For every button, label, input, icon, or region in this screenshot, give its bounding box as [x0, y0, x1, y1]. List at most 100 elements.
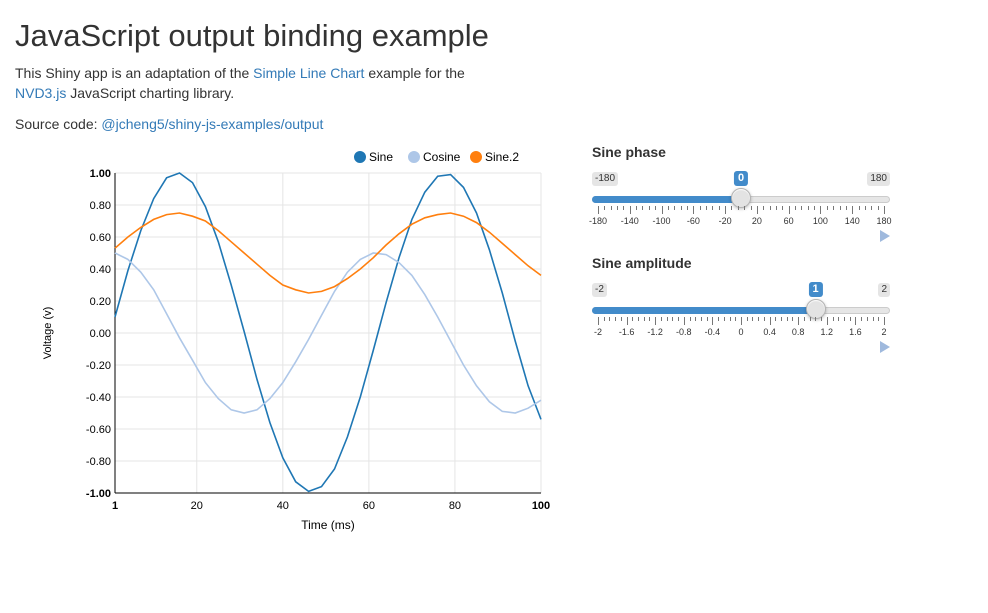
series-line-sine-2: [114, 212, 542, 294]
slider-minor-tick: [718, 317, 720, 321]
slider-major-tick: [820, 206, 822, 214]
slider-fill: [592, 196, 741, 203]
slider-minor-tick: [723, 317, 725, 321]
slider-tick-label: 0.8: [791, 327, 805, 337]
slider-minor-tick: [678, 317, 680, 321]
slider-tick-label: 100: [812, 216, 828, 226]
slider-tick-label: 60: [783, 216, 794, 226]
slider-minor-tick: [826, 206, 828, 210]
slider-major-tick: [852, 206, 854, 214]
slider-handle[interactable]: [731, 188, 751, 208]
slider-minor-tick: [786, 317, 788, 321]
x-tick-label: 60: [363, 500, 375, 512]
slider-major-tick: [683, 317, 685, 325]
slider-minor-tick: [729, 317, 731, 321]
slider-minor-tick: [871, 206, 873, 210]
slider-minor-tick: [620, 317, 622, 321]
slider-minor-tick: [610, 206, 612, 210]
slider-handle[interactable]: [805, 299, 826, 319]
play-icon[interactable]: [880, 230, 890, 242]
slider-minor-tick: [615, 317, 617, 321]
simple-line-chart-link[interactable]: Simple Line Chart: [253, 65, 365, 81]
slider-minor-tick: [763, 206, 765, 210]
slider-major-tick: [725, 206, 727, 214]
slider-minor-tick: [814, 206, 816, 210]
slider-minor-tick: [706, 317, 708, 321]
sine-amplitude-slider[interactable]: Sine amplitude -2 2 1 -2 -1.6 -1.2 -0.8 -0.4…: [592, 255, 890, 353]
y-tick-label: -0.60: [86, 424, 111, 436]
description-text: JavaScript charting library.: [66, 85, 235, 101]
legend-label: Sine: [369, 150, 393, 164]
slider-minor-tick: [744, 206, 746, 210]
sine-phase-slider[interactable]: Sine phase -180 180 0 -180 -140 -100 -60 -20…: [589, 144, 892, 242]
slider-minor-tick: [782, 206, 784, 210]
x-tick-label: 1: [112, 500, 118, 512]
slider-tick-label: -140: [620, 216, 639, 226]
slider-major-tick: [788, 206, 790, 214]
slider-major-tick: [661, 206, 663, 214]
slider-minor-tick: [642, 206, 644, 210]
slider-minor-tick: [845, 206, 847, 210]
slider-minor-tick: [801, 206, 803, 210]
slider-minor-tick: [617, 206, 619, 210]
slider-minor-tick: [623, 206, 625, 210]
nvd3-link[interactable]: NVD3.js: [15, 85, 67, 101]
slider-tick-label: 1.2: [820, 327, 834, 337]
slider-minor-tick: [632, 317, 634, 321]
slider-minor-tick: [821, 317, 823, 321]
legend-marker: [408, 151, 420, 163]
slider-minor-tick: [636, 206, 638, 210]
slider-tick-label: 0: [738, 327, 744, 337]
slider-minor-tick: [839, 206, 841, 210]
slider-tick-label: -0.4: [704, 327, 721, 337]
slider-tick-label: -180: [588, 216, 608, 226]
slider-tick-label: 1.6: [849, 327, 862, 337]
slider-major-tick: [598, 206, 599, 214]
play-icon[interactable]: [880, 341, 890, 353]
slider-major-tick: [655, 317, 657, 325]
slider-minor-tick: [660, 317, 662, 321]
legend-label: Cosine: [423, 150, 461, 164]
legend-marker: [470, 151, 482, 163]
slider-minor-tick: [838, 317, 840, 321]
source-code-link[interactable]: @jcheng5/shiny-js-examples/output: [101, 116, 324, 132]
series-line-cosine: [114, 252, 542, 414]
slider-major-tick: [826, 317, 828, 325]
slider-major-tick: [712, 317, 714, 325]
slider-minor-tick: [735, 317, 737, 321]
y-tick-label: 0.80: [90, 200, 111, 212]
x-tick-label: 40: [277, 500, 289, 512]
slider-minor-tick: [775, 317, 777, 321]
slider-tick-label: -2: [593, 327, 603, 337]
x-axis-label: Time (ms): [301, 518, 355, 532]
slider-minor-tick: [878, 317, 880, 321]
slider-minor-tick: [667, 206, 669, 210]
y-axis-label: Voltage (v): [42, 307, 54, 360]
slider-tick-label: 180: [876, 216, 892, 226]
slider-minor-tick: [861, 317, 863, 321]
slider-minor-tick: [643, 317, 645, 321]
slider-minor-tick: [866, 317, 868, 321]
slider-major-tick: [629, 206, 631, 214]
slider-minor-tick: [752, 317, 754, 321]
slider-tick-label: 0.4: [763, 327, 776, 337]
slider-minor-tick: [680, 206, 682, 210]
line-chart: 1.00 0.80 0.60 0.40 0.20 0.00 -0.20 -0.40 -0.60 -…: [42, 150, 550, 532]
slider-major-tick: [741, 317, 742, 325]
slider-major-tick: [798, 317, 800, 325]
slider-minor-tick: [638, 317, 640, 321]
description-text: This Shiny app is an adaptation of the: [15, 65, 254, 81]
slider-minor-tick: [833, 206, 835, 210]
slider-minor-tick: [750, 206, 752, 210]
y-tick-label: -0.20: [86, 360, 111, 372]
slider-minor-tick: [758, 317, 760, 321]
slider-tick-label: -100: [652, 216, 671, 226]
x-tick-label: 100: [532, 500, 550, 512]
slider-tick-label: -20: [718, 216, 732, 226]
y-tick-label: 1.00: [90, 168, 111, 180]
slider-minor-tick: [649, 317, 651, 321]
slider-min-label: -180: [592, 172, 619, 186]
y-tick-label: -0.80: [86, 456, 111, 468]
slider-minor-tick: [872, 317, 874, 321]
slider-minor-tick: [858, 206, 860, 210]
